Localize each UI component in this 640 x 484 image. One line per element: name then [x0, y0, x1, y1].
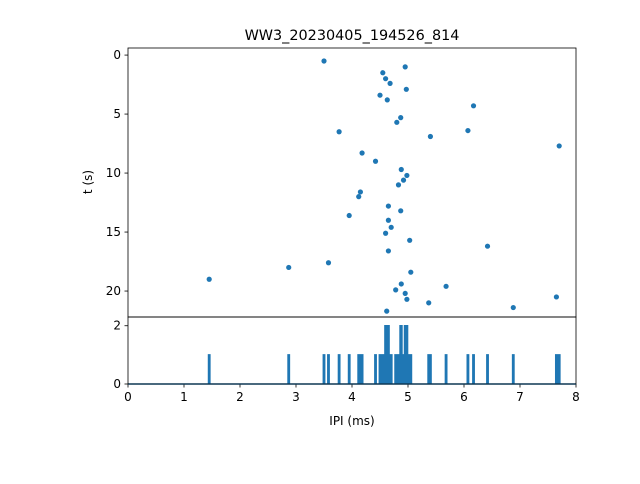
scatter-point: [383, 76, 389, 82]
scatter-point: [321, 58, 327, 64]
scatter-point: [510, 304, 516, 311]
scatter-points: [206, 58, 562, 314]
scatter-point: [325, 260, 332, 266]
scatter-panel: WW3_20230405_194526_814 t (s) 0 5 10 15 20: [81, 28, 577, 318]
hist-y-tick-label: 2: [113, 319, 121, 333]
scatter-point: [380, 70, 386, 76]
scatter-point: [359, 150, 365, 156]
scatter-point: [377, 92, 383, 98]
scatter-point: [384, 97, 390, 103]
x-tick-label: 4: [348, 390, 356, 404]
scatter-point: [402, 64, 408, 70]
scatter-point: [357, 189, 363, 195]
scatter-point: [426, 300, 432, 306]
scatter-point: [385, 203, 391, 209]
x-tick-label: 1: [180, 390, 188, 404]
x-tick-label: 0: [124, 390, 132, 404]
scatter-point: [427, 133, 433, 140]
scatter-point: [553, 294, 560, 300]
scatter-point: [398, 115, 404, 121]
scatter-point: [395, 182, 402, 188]
x-tick-label: 2: [236, 390, 244, 404]
scatter-point: [404, 172, 410, 179]
scatter-point: [356, 194, 362, 200]
scatter-point: [556, 143, 562, 149]
scatter-point: [398, 208, 404, 214]
hist-y-axis-ticks: 02: [113, 319, 128, 391]
histogram-plot-frame: [127, 316, 577, 385]
scatter-point: [398, 281, 404, 287]
scatter-point: [400, 177, 407, 183]
y-tick-label: 15: [106, 225, 121, 239]
scatter-point: [443, 283, 449, 289]
scatter-point: [393, 287, 399, 293]
x-tick-label: 6: [460, 390, 468, 404]
scatter-point: [388, 224, 394, 230]
y-axis-ticks: 0 5 10 15 20: [106, 48, 128, 298]
y-tick-label: 5: [113, 107, 121, 121]
scatter-point: [385, 217, 391, 223]
scatter-point: [402, 290, 408, 297]
scatter-point: [336, 129, 342, 135]
scatter-point: [384, 308, 390, 314]
scatter-point: [404, 296, 410, 302]
scatter-point: [286, 264, 292, 271]
scatter-point: [394, 119, 400, 125]
scatter-point: [387, 80, 393, 86]
scatter-point: [385, 248, 391, 254]
x-tick-label: 3: [292, 390, 300, 404]
scatter-point: [398, 166, 404, 173]
x-axis-label: IPI (ms): [329, 414, 374, 428]
scatter-point: [408, 269, 414, 275]
hist-y-tick-label: 0: [113, 377, 121, 391]
scatter-point: [372, 158, 379, 164]
scatter-point: [470, 103, 477, 109]
x-tick-label: 8: [572, 390, 580, 404]
scatter-point: [465, 127, 471, 134]
scatter-point: [206, 276, 212, 282]
scatter-point: [407, 237, 413, 243]
chart-title: WW3_20230405_194526_814: [245, 28, 460, 44]
y-axis-label: t (s): [81, 170, 95, 194]
x-tick-label: 5: [404, 390, 412, 404]
scatter-point: [383, 230, 389, 236]
scatter-point: [484, 243, 491, 249]
y-tick-label: 10: [106, 166, 121, 180]
y-tick-label: 0: [113, 48, 121, 62]
x-axis-ticks: 0 1 2 3 4 5 6 7 8: [124, 384, 580, 404]
scatter-point: [346, 212, 352, 219]
x-tick-label: 7: [516, 390, 524, 404]
y-tick-label: 20: [106, 284, 121, 298]
scatter-point: [403, 86, 409, 92]
